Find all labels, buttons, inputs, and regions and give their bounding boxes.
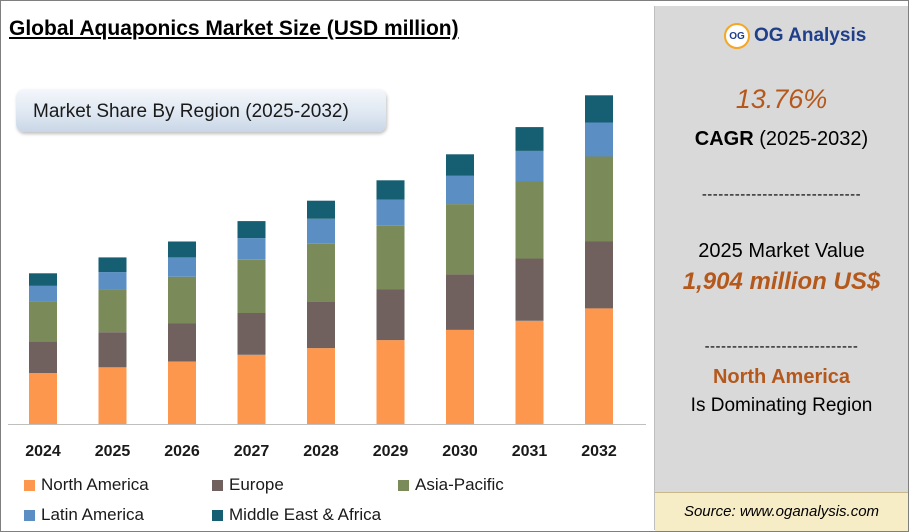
legend-item: Asia-Pacific [398,475,504,495]
legend-item: North America [24,475,149,495]
bar-2025-middle-east-africa [98,257,127,273]
bar-2027-asia-pacific [237,259,266,313]
brand-name: OG Analysis [754,25,867,46]
bar-2027-latin-america [237,238,266,260]
source-bar: Source: www.oganalysis.com [655,492,908,531]
bar-2030-asia-pacific [446,204,474,275]
bar-2030-north-america [446,329,474,424]
stacked-bar-chart: 2024 2025 2026 2027 2028 2029 2030 2031 2032 [8,95,646,460]
legend-swatch [24,509,35,521]
x-tick-label: 2024 [25,443,61,460]
subtitle-box: Market Share By Region (2025-2032) [16,89,386,132]
source-text: Source: www.oganalysis.com [683,503,880,520]
bar-2032-europe [585,241,613,309]
bar-2029-europe [376,289,405,341]
bar-2025-asia-pacific [98,289,127,333]
divider-1: ----------------------------- [701,186,862,203]
bar-2024-europe [29,341,57,373]
legend-label: Asia-Pacific [415,475,504,494]
x-tick-label: 2027 [234,443,270,460]
x-tick-label: 2028 [303,443,339,460]
bar-2031-latin-america [515,150,544,182]
bar-2027-north-america [237,354,266,424]
bar-2032-asia-pacific [585,156,613,242]
cagr-label-period: (2025-2032) [753,128,869,150]
bar-2029-north-america [376,340,405,424]
cagr-label: CAGR (2025-2032) [655,128,908,151]
x-tick-label: 2026 [164,443,200,460]
bar-2025-north-america [98,367,127,424]
bar-2026-middle-east-africa [168,241,196,258]
market-value: 1,904 million US$ [682,268,881,295]
cagr-label-bold: CAGR [694,128,754,150]
bar-2025-europe [98,332,127,368]
legend-item: Middle East & Africa [212,505,381,525]
x-tick-label: 2025 [95,443,131,460]
bar-2028-middle-east-africa [307,200,335,219]
bar-2029-latin-america [376,199,405,226]
bar-2030-middle-east-africa [446,154,474,176]
legend-swatch [212,479,223,491]
legend-label: Latin America [41,505,144,524]
bar-2028-latin-america [307,218,335,244]
legend-swatch [398,479,409,491]
bar-2032-north-america [585,308,613,424]
x-tick-label: 2029 [373,443,409,460]
bar-2024-latin-america [29,285,57,302]
legend-swatch [212,509,223,521]
bar-2026-latin-america [168,257,196,277]
bar-2024-north-america [29,373,57,424]
og-logo-icon: OG [724,23,750,49]
bar-2026-asia-pacific [168,276,196,324]
bar-2024-middle-east-africa [29,273,57,286]
bar-2026-europe [168,323,196,362]
bar-2025-latin-america [98,272,127,290]
bar-2028-europe [307,301,335,349]
bar-2032-middle-east-africa [585,95,613,123]
bar-2028-north-america [307,348,335,424]
legend-label: North America [41,475,149,494]
dominant-region: North America [712,366,851,388]
bar-2030-latin-america [446,175,474,205]
brand: OG OG Analysis [724,23,866,49]
bar-2028-asia-pacific [307,243,335,302]
x-tick-label: 2030 [442,443,478,460]
bar-2029-middle-east-africa [376,180,405,200]
legend-label: Middle East & Africa [229,505,382,524]
summary-panel: OG OG Analysis 13.76% CAGR (2025-2032) -… [654,6,908,531]
bar-2026-north-america [168,361,196,424]
bar-2031-asia-pacific [515,181,544,259]
bar-2024-asia-pacific [29,301,57,342]
bar-2027-europe [237,312,266,355]
chart-title: Global Aquaponics Market Size (USD milli… [9,17,459,40]
legend-swatch [24,479,35,491]
bar-2027-middle-east-africa [237,221,266,239]
legend-label: Europe [229,475,284,494]
brand-logo-text: OG [729,30,745,42]
legend-item: Latin America [24,505,144,525]
bar-2031-middle-east-africa [515,127,544,151]
bar-2032-latin-america [585,122,613,157]
chart-legend: North America Europe Asia-Pacific Latin Ame… [24,475,644,530]
bar-2031-europe [515,258,544,321]
x-tick-label: 2032 [581,443,617,460]
bar-2031-north-america [515,320,544,424]
market-value-label: 2025 Market Value [698,240,865,262]
dominant-label: Is Dominating Region [690,395,873,416]
cagr-value: 13.76% [735,84,828,114]
bar-2029-asia-pacific [376,225,405,290]
divider-2: ---------------------------- [704,338,859,355]
chart-subtitle: Market Share By Region (2025-2032) [33,101,349,122]
legend-item: Europe [212,475,284,495]
x-tick-label: 2031 [512,443,548,460]
bar-2030-europe [446,274,474,330]
